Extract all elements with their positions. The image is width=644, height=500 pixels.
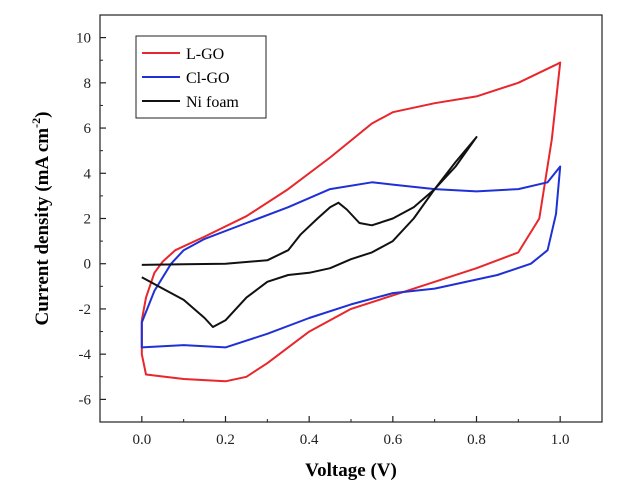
- legend-label: L-GO: [186, 46, 224, 63]
- y-tick-label: 0: [84, 257, 92, 273]
- x-tick-label: 0.6: [383, 432, 402, 448]
- x-tick-label: 0.4: [300, 432, 319, 448]
- x-axis-title: Voltage (V): [305, 460, 397, 481]
- series-line-cl-go: [140, 165, 562, 349]
- y-tick-label: 4: [84, 166, 92, 182]
- y-tick-label: 10: [76, 31, 91, 47]
- plot-frame: [99, 14, 603, 423]
- plot-area: [140, 61, 562, 383]
- y-tick-label: -2: [79, 302, 92, 318]
- x-tick-label: 0.0: [132, 432, 151, 448]
- x-tick-label: 0.2: [216, 432, 235, 448]
- y-tick-label: -4: [79, 347, 92, 363]
- legend-label: Ni foam: [186, 94, 239, 111]
- y-tick-label: 6: [84, 121, 92, 137]
- axes: 0.0 0.2 0.4 0.6 0.8 1.0 -6 -4 -2 0 2 4 6 8 10: [76, 14, 603, 448]
- x-tick-label: 1.0: [551, 432, 570, 448]
- series-line-l-go: [140, 61, 562, 383]
- legend: L-GO Cl-GO Ni foam: [135, 35, 267, 119]
- y-tick-label: 2: [84, 212, 92, 228]
- series-line-ni-foam: [141, 136, 478, 328]
- y-axis-title: Current density (mA cm-2): [29, 112, 53, 326]
- y-tick-label: -6: [79, 392, 92, 408]
- y-tick-label: 8: [84, 76, 92, 92]
- legend-label: Cl-GO: [186, 70, 230, 87]
- x-tick-label: 0.8: [467, 432, 486, 448]
